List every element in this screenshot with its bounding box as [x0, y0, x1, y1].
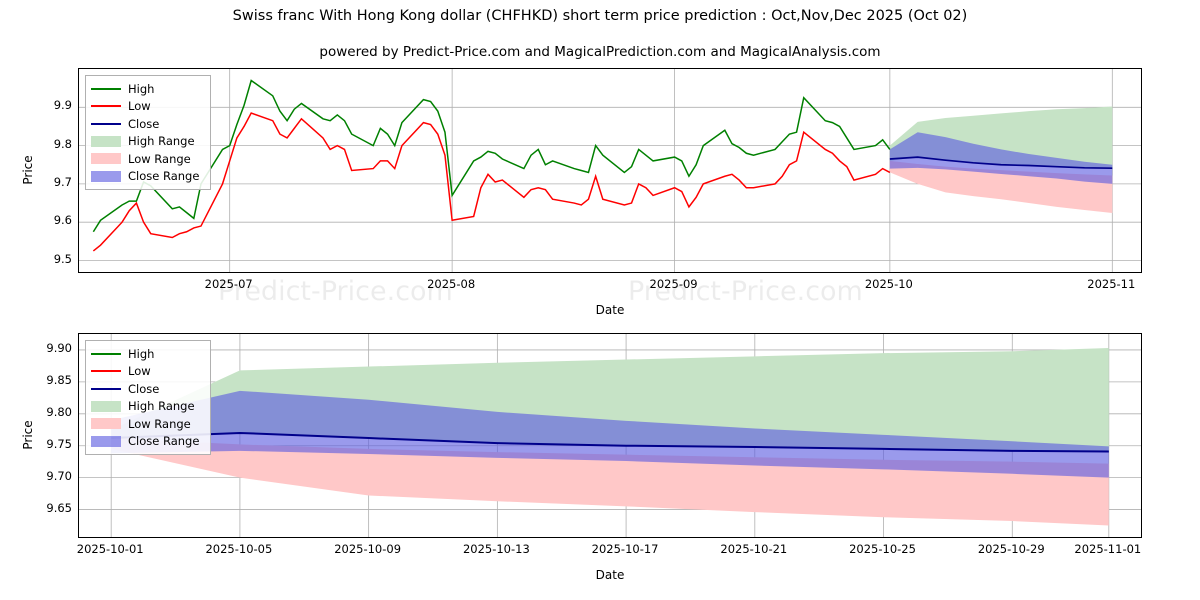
- top-chart-xlabel: Date: [595, 303, 625, 317]
- legend-label: Low Range: [128, 151, 191, 166]
- legend-label: Close Range: [128, 169, 200, 184]
- legend-item-close-range: Close Range: [91, 433, 204, 451]
- legend-label: Low: [128, 99, 151, 114]
- bottom-chart-xlabel: Date: [595, 568, 625, 582]
- legend-item-low: Low: [91, 363, 204, 381]
- top-chart-ytick: 9.9: [53, 98, 72, 113]
- bottom-chart-ytick: 9.65: [46, 500, 72, 515]
- bottom-chart-xtick: 2025-10-21: [720, 542, 788, 556]
- legend-label: High: [128, 346, 155, 361]
- bottom-chart-plot-area: [78, 333, 1142, 538]
- bottom-chart-xtick: 2025-10-09: [334, 542, 402, 556]
- top-chart-ytick: 9.6: [53, 213, 72, 228]
- top-chart-xtick: 2025-07: [204, 277, 253, 291]
- top-chart-xtick: 2025-09: [649, 277, 698, 291]
- legend-swatch-icon: [91, 118, 121, 130]
- legend-item-close-range: Close Range: [91, 168, 204, 186]
- bottom-chart-xtick: 2025-10-29: [977, 542, 1045, 556]
- bottom-chart-ytick: 9.85: [46, 372, 72, 387]
- legend-swatch-icon: [91, 153, 121, 165]
- bottom-chart-svg: [79, 334, 1141, 537]
- legend-item-high-range: High Range: [91, 398, 204, 416]
- page-subtitle: powered by Predict-Price.com and Magical…: [319, 44, 881, 60]
- bottom-chart-legend: High Low Close High Range Low Range Close Ran…: [85, 340, 211, 455]
- legend-swatch-icon: [91, 100, 121, 112]
- legend-swatch-icon: [91, 365, 121, 377]
- legend-item-high-range: High Range: [91, 133, 204, 151]
- legend-item-high: High: [91, 80, 204, 98]
- bottom-chart-ytick: 9.80: [46, 404, 72, 419]
- bottom-chart-xtick: 2025-10-17: [591, 542, 659, 556]
- legend-item-low-range: Low Range: [91, 415, 204, 433]
- legend-item-close: Close: [91, 380, 204, 398]
- bottom-chart-ytick: 9.70: [46, 468, 72, 483]
- bottom-chart-xtick: 2025-10-13: [462, 542, 530, 556]
- page-title: Swiss franc With Hong Kong dollar (CHFHK…: [232, 8, 968, 24]
- legend-label: High: [128, 81, 155, 96]
- legend-label: Close Range: [128, 434, 200, 449]
- legend-swatch-icon: [91, 418, 121, 430]
- top-chart-ytick: 9.5: [53, 251, 72, 266]
- bottom-chart-xtick: 2025-10-05: [205, 542, 273, 556]
- top-chart-ytick: 9.8: [53, 136, 72, 151]
- legend-label: Low: [128, 364, 151, 379]
- legend-label: High Range: [128, 134, 195, 149]
- legend-swatch-icon: [91, 435, 121, 447]
- legend-item-low-range: Low Range: [91, 150, 204, 168]
- legend-label: High Range: [128, 399, 195, 414]
- top-chart-xtick: 2025-10: [864, 277, 913, 291]
- bottom-chart-ytick: 9.90: [46, 340, 72, 355]
- bottom-chart-xtick: 2025-11-01: [1074, 542, 1142, 556]
- bottom-chart-xtick: 2025-10-01: [76, 542, 144, 556]
- legend-swatch-icon: [91, 135, 121, 147]
- legend-item-low: Low: [91, 98, 204, 116]
- legend-item-close: Close: [91, 115, 204, 133]
- legend-swatch-icon: [91, 170, 121, 182]
- top-chart-ytick: 9.7: [53, 174, 72, 189]
- legend-item-high: High: [91, 345, 204, 363]
- legend-label: Close: [128, 116, 160, 131]
- top-chart-xtick: 2025-08: [427, 277, 476, 291]
- bottom-chart-xtick: 2025-10-25: [849, 542, 916, 556]
- top-chart-xtick: 2025-11: [1087, 277, 1136, 291]
- legend-swatch-icon: [91, 348, 121, 360]
- top-chart-svg: [79, 69, 1141, 272]
- legend-swatch-icon: [91, 383, 121, 395]
- top-chart-plot-area: [78, 68, 1142, 273]
- legend-label: Low Range: [128, 416, 191, 431]
- top-chart-legend: High Low Close High Range Low Range Close Ran…: [85, 75, 211, 190]
- bottom-chart-ytick: 9.75: [46, 436, 72, 451]
- legend-label: Close: [128, 381, 160, 396]
- legend-swatch-icon: [91, 83, 121, 95]
- legend-swatch-icon: [91, 400, 121, 412]
